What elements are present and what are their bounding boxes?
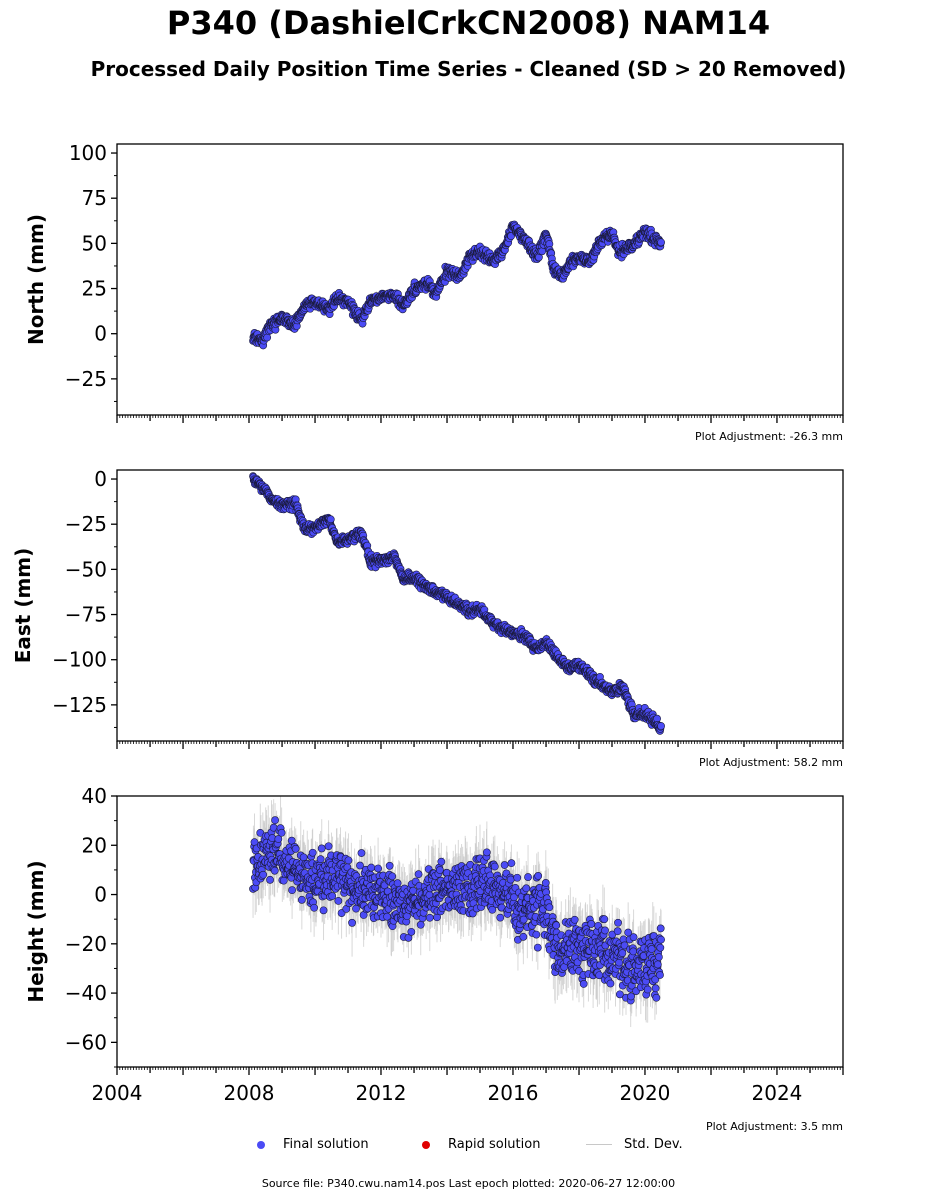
y-tick-label: 0: [94, 467, 107, 491]
panel-1: 100 75 50 25 0 −25 North (mm) Plot Adjustment: …: [24, 141, 844, 443]
y-tick-label: −25: [65, 512, 107, 536]
chart-subtitle: Processed Daily Position Time Series - C…: [90, 57, 847, 81]
data-point: [538, 247, 547, 256]
data-point: [263, 333, 272, 342]
data-point: [657, 238, 665, 247]
y-tick-label: −100: [52, 648, 107, 672]
y-tick-label: 50: [82, 231, 107, 255]
final-solution-points: [249, 220, 665, 350]
y-tick-label: 100: [69, 141, 107, 165]
y-tick-label: −125: [52, 693, 107, 717]
y-tick-label: −25: [65, 367, 107, 391]
final-solution-points: [249, 472, 665, 735]
chart-title: P340 (DashielCrkCN2008) NAM14: [166, 4, 771, 42]
data-point: [657, 722, 665, 730]
y-tick-label: −75: [65, 603, 107, 627]
y-tick-label: 25: [82, 277, 107, 301]
y-tick-label: 75: [82, 186, 107, 210]
y-tick-label: 0: [94, 322, 107, 346]
y-tick-label: −50: [65, 557, 107, 581]
plot-adjustment-note: Plot Adjustment: -26.3 mm: [695, 430, 843, 443]
data-point: [326, 515, 335, 524]
plot-frame: [116, 143, 844, 416]
y-axis-label: North (mm): [24, 214, 48, 345]
